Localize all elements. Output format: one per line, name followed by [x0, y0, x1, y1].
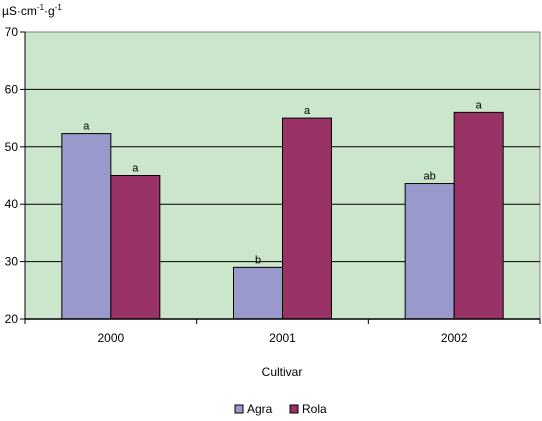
bar-rola-2002 [453, 111, 504, 320]
y-tick-label: 40 [5, 197, 19, 211]
bar-data-label: a [476, 99, 483, 111]
x-axis-title: Cultivar [262, 365, 303, 379]
y-axis: 20 30 40 50 60 70 [5, 25, 26, 326]
y-tick-label: 50 [5, 140, 19, 154]
bar-agra-2002 [404, 183, 455, 320]
bar-data-label: ab [424, 171, 436, 183]
y-unit-label: µS·cm-1·g-1 [2, 3, 62, 18]
y-tick-label: 70 [5, 25, 19, 39]
bar-agra-2001 [233, 266, 283, 320]
y-tick-label: 30 [5, 255, 19, 269]
legend-label-rola: Rola [302, 402, 327, 416]
legend-label-agra: Agra [247, 402, 273, 416]
x-tick-label: 2001 [269, 331, 296, 345]
legend-swatch-agra [234, 404, 244, 414]
x-tick-label: 2000 [97, 331, 124, 345]
y-tick-label: 20 [5, 312, 19, 326]
bar-data-label: b [255, 254, 261, 266]
bar-agra-2000 [61, 133, 112, 320]
legend-swatch-rola [289, 404, 299, 414]
bar-data-label: a [83, 121, 90, 133]
bar-data-label: a [132, 163, 139, 175]
bar-rola-2001 [282, 117, 332, 320]
x-tick-label: 2002 [441, 331, 468, 345]
legend: Agra Rola [234, 402, 327, 416]
bar-data-label: a [304, 105, 311, 117]
bar-rola-2000 [110, 175, 161, 320]
x-axis: 2000 2001 2002 [24, 318, 541, 345]
y-tick-label: 60 [5, 82, 19, 96]
